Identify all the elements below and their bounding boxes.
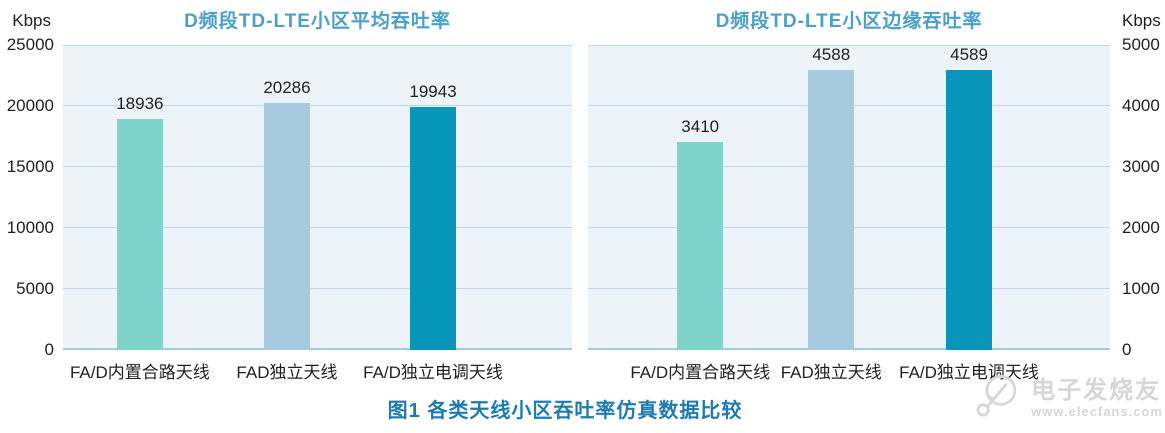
bar-value-label: 4589 [950,45,988,65]
bar-value-label: 18936 [116,93,164,113]
y-tick-label: 2000 [1122,218,1160,237]
gridline [63,288,572,289]
watermark: 电子发烧友 www.elecfans.com [971,368,1163,429]
y-tick-label: 25000 [6,35,54,54]
bar-value-label: 3410 [681,116,720,136]
chart-edge-throughput: Kbps D频段TD-LTE小区边缘吞吐率 3410 4588 4589 0 1000… [588,11,1161,382]
y-tick-label: 3000 [1122,157,1160,176]
y-axis-unit-label: Kbps [12,11,51,30]
y-tick-label: 5000 [1122,35,1160,54]
watermark-brand: 电子发烧友 [1031,377,1162,404]
y-tick-label: 20000 [6,96,54,115]
y-tick-label: 5000 [16,279,54,298]
bar [116,118,163,350]
bar [808,70,855,350]
y-tick-label: 4000 [1122,96,1160,115]
bar [263,102,310,350]
y-tick-label: 15000 [6,157,54,176]
plot-area-edge: 3410 4588 4589 [588,45,1110,350]
gridline [63,227,572,228]
gridline [63,45,572,46]
watermark-url: www.elecfans.com [1031,404,1163,419]
bar-value-label: 20286 [263,77,311,97]
bar-value-label: 4588 [812,45,851,65]
plot-area-average: 18936 20286 19943 [63,45,572,350]
gridline [63,105,572,106]
category-label: FA/D内置合路天线 [69,363,210,382]
y-tick-label: 1000 [1122,279,1160,298]
bar [946,70,993,350]
chart-average-throughput: Kbps D频段TD-LTE小区平均吞吐率 18936 20286 19943 0 5… [7,11,572,382]
y-tick-label: 0 [44,340,54,359]
y-axis-unit-label: Kbps [1122,11,1161,30]
category-label: FAD独立天线 [780,363,882,382]
chart-title-average: D频段TD-LTE小区平均吞吐率 [184,11,451,32]
chart-title-edge: D频段TD-LTE小区边缘吞吐率 [715,11,983,32]
elecfans-logo-icon [971,368,1027,429]
category-label: FA/D内置合路天线 [630,363,771,382]
bar-value-label: 19943 [409,81,457,101]
category-label: FAD独立天线 [236,363,338,382]
figure-caption: 图1 各类天线小区吞吐率仿真数据比较 [387,400,743,422]
gridline [63,166,572,167]
y-tick-label: 0 [1122,340,1132,359]
category-label: FA/D独立电调天线 [363,363,503,382]
bar [677,142,724,350]
gridline [588,45,1110,46]
bar [410,106,457,350]
x-axis-baseline [63,348,572,350]
y-tick-label: 10000 [6,218,54,237]
